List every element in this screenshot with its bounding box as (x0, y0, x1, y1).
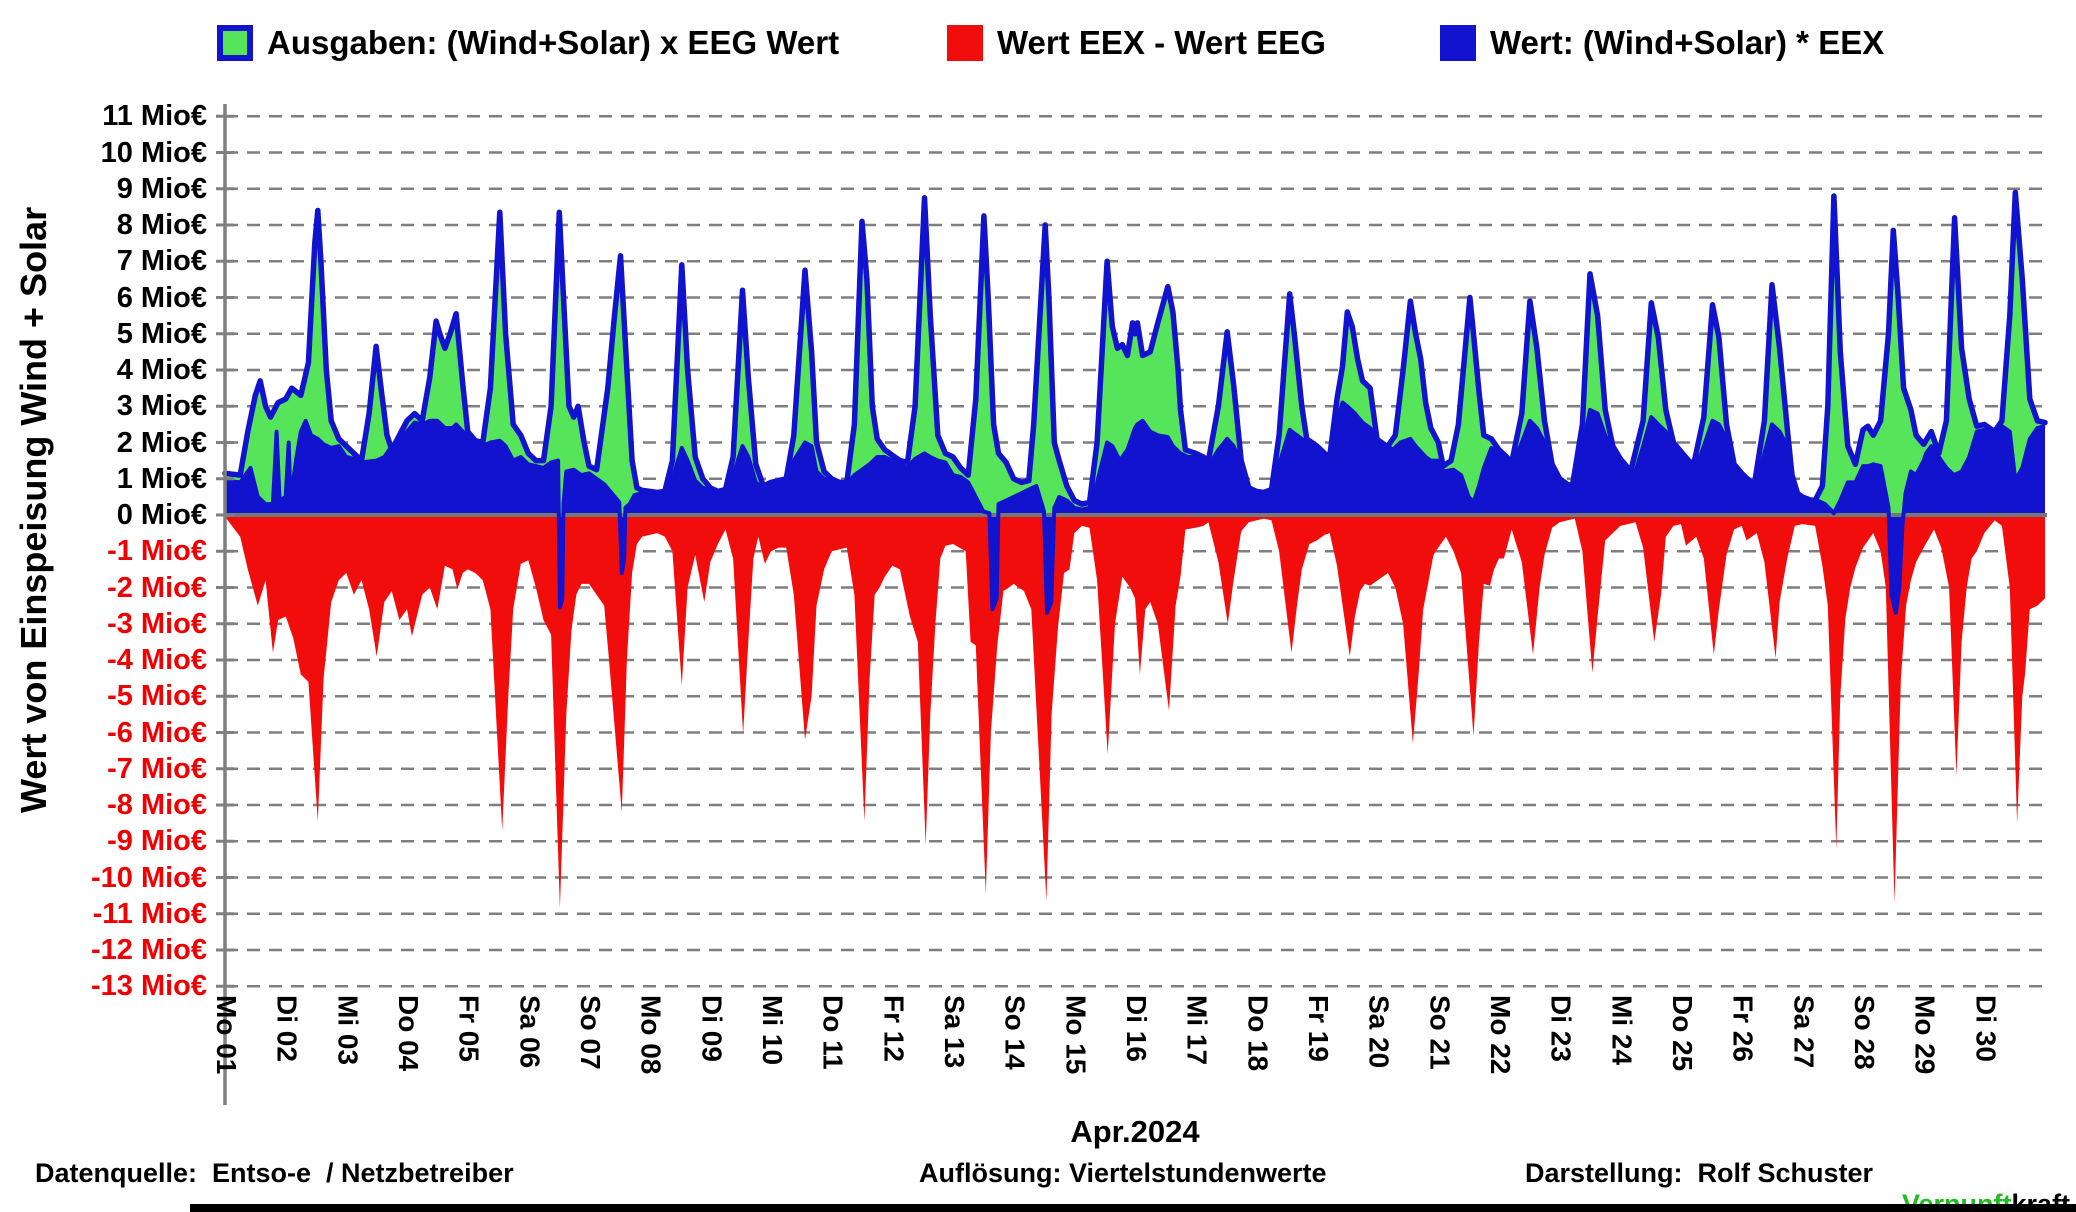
footer-datasource: Datenquelle: Entso-e / Netzbetreiber (35, 1158, 514, 1188)
legend-marker-diff-icon (947, 25, 983, 61)
x-tick-label: Mo 15 (1060, 995, 1092, 1075)
legend-label-ausgaben: Ausgaben: (Wind+Solar) x EEG Wert (267, 24, 840, 61)
legend-item-wert: Wert: (Wind+Solar) * EEX (1440, 24, 1884, 62)
y-tick-label: -3 Mio€ (107, 607, 207, 640)
x-tick-label: Sa 20 (1363, 995, 1395, 1069)
x-tick-label: Do 04 (393, 995, 424, 1072)
x-tick-label: Sa 06 (514, 995, 546, 1069)
x-tick-label: Mo 01 (211, 995, 242, 1075)
x-tick-label: Do 25 (1667, 995, 1698, 1072)
y-tick-label: -7 Mio€ (107, 752, 207, 785)
y-tick-label: 6 Mio€ (116, 281, 207, 314)
x-axis-month-label: Apr.2024 (1070, 1114, 1200, 1149)
y-tick-label: -6 Mio€ (107, 716, 207, 749)
x-tick-label: Mo 22 (1485, 995, 1516, 1075)
footer-resolution: Auflösung: Viertelstundenwerte (919, 1158, 1327, 1188)
legend-label-diff: Wert EEX - Wert EEG (997, 24, 1326, 61)
y-tick-label: 11 Mio€ (102, 100, 207, 133)
x-tick-label: Fr 05 (453, 995, 485, 1062)
footer-darstellung: Darstellung: Rolf Schuster (1525, 1158, 1874, 1188)
legend: Ausgaben: (Wind+Solar) x EEG Wert Wert E… (0, 18, 2076, 70)
y-tick-label: 0 Mio€ (116, 499, 207, 531)
x-tick-label: Mo 29 (1909, 995, 1941, 1075)
x-tick-label: So 14 (999, 995, 1031, 1070)
x-tick-label: Do 18 (1242, 995, 1274, 1072)
y-tick-label: -12 Mio€ (90, 934, 207, 966)
bottom-divider-bar (190, 1204, 2076, 1212)
x-tick-label: Di 02 (271, 995, 303, 1062)
x-tick-label: Mi 17 (1181, 995, 1213, 1066)
y-tick-label: 1 Mio€ (116, 462, 207, 495)
x-tick-label: Di 16 (1121, 995, 1152, 1062)
legend-item-ausgaben: Ausgaben: (Wind+Solar) x EEG Wert (217, 24, 839, 62)
x-tick-label: Mi 24 (1606, 995, 1638, 1066)
y-tick-label: -5 Mio€ (107, 680, 207, 713)
x-tick-label: So 21 (1424, 995, 1456, 1070)
y-tick-label: 4 Mio€ (116, 354, 207, 386)
y-tick-label: 5 Mio€ (116, 317, 207, 350)
y-tick-label: -10 Mio€ (90, 861, 207, 894)
y-tick-label: -2 Mio€ (107, 571, 207, 604)
x-tick-label: Mo 08 (635, 995, 667, 1075)
x-tick-label: Di 09 (696, 995, 728, 1062)
x-tick-label: Sa 27 (1788, 995, 1820, 1069)
x-tick-label: So 28 (1849, 995, 1880, 1070)
x-tick-label: Fr 19 (1303, 995, 1334, 1062)
y-tick-label: 3 Mio€ (116, 390, 207, 423)
y-tick-label: -4 Mio€ (107, 644, 207, 676)
y-tick-label: 2 Mio€ (116, 426, 207, 459)
y-tick-label: -11 Mio€ (92, 897, 207, 930)
y-tick-label: -1 Mio€ (107, 535, 207, 568)
x-tick-label: Di 23 (1545, 995, 1577, 1062)
y-tick-label: 9 Mio€ (116, 172, 207, 205)
legend-marker-ausgaben-icon (217, 25, 253, 61)
x-tick-label: Mi 03 (332, 995, 364, 1066)
series-wert-outline (224, 400, 2046, 615)
x-tick-label: Sa 13 (939, 995, 970, 1069)
legend-marker-wert-icon (1440, 25, 1476, 61)
y-tick-label: -9 Mio€ (107, 825, 207, 858)
x-tick-label: Di 30 (1970, 995, 2002, 1062)
x-tick-label: Mi 10 (757, 995, 788, 1066)
series-diff-area (225, 515, 2045, 909)
x-tick-label: Fr 12 (878, 995, 910, 1062)
y-tick-label: 8 Mio€ (116, 209, 207, 241)
x-tick-label: Fr 26 (1727, 995, 1759, 1062)
y-tick-label: 7 Mio€ (116, 245, 207, 278)
legend-label-wert: Wert: (Wind+Solar) * EEX (1490, 24, 1885, 61)
x-tick-label: Do 11 (817, 995, 849, 1070)
legend-item-diff: Wert EEX - Wert EEG (947, 24, 1326, 62)
x-tick-label: So 07 (575, 995, 606, 1070)
y-tick-label: -13 Mio€ (90, 970, 207, 1003)
y-tick-label: 10 Mio€ (100, 136, 207, 169)
y-tick-label: -8 Mio€ (107, 789, 207, 821)
